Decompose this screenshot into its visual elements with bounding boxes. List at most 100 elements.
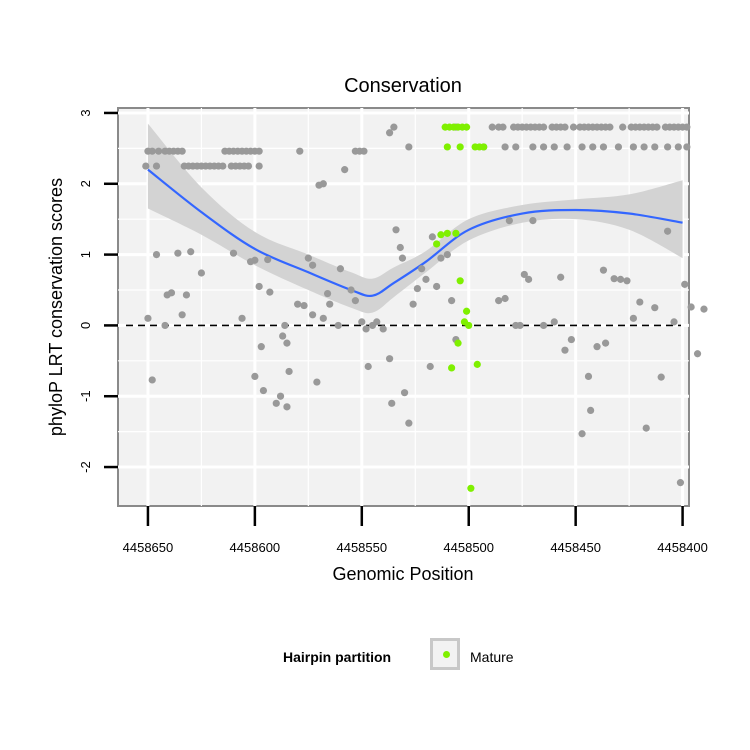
data-point-other — [255, 147, 263, 155]
data-point-other — [443, 250, 451, 259]
x-axis-label: Genomic Position — [332, 564, 473, 584]
data-point-other — [266, 288, 274, 296]
x-tick-label: 4458400 — [657, 540, 708, 555]
legend-key-mature — [430, 638, 460, 670]
legend-label-mature: Mature — [470, 649, 514, 665]
data-point-other — [148, 376, 156, 384]
data-point-other — [433, 282, 441, 291]
data-point-other — [529, 143, 537, 151]
data-point-other — [272, 399, 280, 407]
data-point-other — [428, 233, 436, 241]
confidence-band — [147, 123, 683, 314]
x-tick-label: 4458650 — [123, 540, 174, 555]
data-point-other — [418, 265, 426, 273]
data-point-other — [296, 147, 304, 155]
x-tick-label: 4458550 — [336, 540, 387, 555]
data-point-other — [178, 147, 186, 155]
data-point-other — [501, 143, 509, 151]
data-point-other — [323, 289, 332, 298]
points-mature — [433, 123, 488, 492]
data-point-other — [488, 123, 496, 131]
y-tick-label: 3 — [78, 109, 93, 116]
x-tick-label: 4458450 — [550, 540, 601, 555]
data-point-other — [501, 294, 509, 303]
data-point-other — [238, 314, 246, 322]
data-point-other — [219, 162, 227, 170]
data-point-other — [563, 143, 571, 151]
data-point-other — [364, 362, 372, 371]
data-point-other — [578, 430, 586, 438]
data-point-other — [283, 339, 291, 347]
data-point-other — [636, 298, 644, 306]
data-point-other — [653, 123, 661, 131]
data-point-other — [229, 249, 238, 257]
x-tick-label: 4458600 — [230, 540, 281, 555]
data-point-other — [313, 378, 321, 386]
data-point-mature — [456, 277, 464, 285]
data-point-other — [178, 311, 186, 319]
data-point-other — [142, 162, 150, 170]
data-point-other — [398, 254, 407, 262]
data-point-mature — [460, 318, 469, 326]
data-point-other — [700, 305, 708, 313]
data-point-other — [309, 311, 317, 319]
data-point-other — [276, 392, 285, 400]
data-point-other — [623, 277, 631, 285]
data-point-other — [495, 297, 503, 305]
data-point-mature — [433, 240, 441, 248]
data-point-other — [148, 147, 156, 155]
data-point-other — [400, 389, 409, 397]
data-point-other — [505, 217, 513, 225]
legend-dot-mature — [443, 651, 450, 658]
data-point-other — [362, 325, 370, 333]
data-point-other — [614, 143, 623, 151]
points-other — [142, 123, 708, 487]
data-point-other — [693, 350, 702, 358]
data-point-mature — [462, 307, 471, 315]
data-point-other — [251, 256, 259, 264]
data-point-other — [499, 123, 507, 131]
data-point-other — [152, 162, 161, 170]
data-point-other — [379, 325, 387, 333]
data-point-other — [347, 286, 355, 294]
data-point-other — [550, 318, 558, 326]
data-point-other — [155, 147, 163, 155]
data-point-other — [334, 321, 342, 330]
confidence-band-layer — [147, 123, 683, 314]
data-point-mature — [456, 143, 464, 151]
y-tick-label: 1 — [78, 251, 93, 258]
data-point-other — [413, 284, 422, 293]
data-point-other — [567, 335, 575, 344]
data-point-other — [392, 226, 400, 234]
data-point-other — [255, 282, 263, 291]
data-point-other — [279, 332, 287, 340]
data-point-other — [539, 321, 548, 330]
data-point-other — [516, 321, 524, 330]
y-axis: -2 -1 0 1 2 3 — [78, 109, 118, 473]
data-point-other — [664, 143, 672, 151]
data-point-other — [657, 373, 665, 381]
data-point-mature — [443, 143, 451, 151]
data-point-mature — [454, 339, 462, 347]
data-point-other — [578, 143, 586, 151]
data-point-other — [255, 162, 263, 170]
data-point-other — [259, 386, 268, 395]
data-point-other — [681, 280, 689, 288]
data-point-other — [405, 419, 413, 427]
data-point-mature — [443, 229, 451, 237]
data-point-other — [601, 339, 610, 347]
data-point-other — [244, 162, 253, 170]
data-point-mature — [452, 229, 460, 237]
data-point-other — [319, 314, 327, 322]
y-tick-label: 2 — [78, 180, 93, 187]
data-point-other — [587, 406, 595, 414]
data-point-other — [174, 249, 182, 257]
data-point-other — [642, 424, 650, 432]
data-point-other — [197, 269, 206, 277]
data-point-other — [426, 362, 434, 371]
data-point-mature — [437, 231, 445, 239]
data-point-mature — [462, 123, 471, 131]
data-point-other — [683, 143, 691, 151]
data-point-mature — [467, 484, 475, 492]
data-point-other — [167, 289, 176, 297]
